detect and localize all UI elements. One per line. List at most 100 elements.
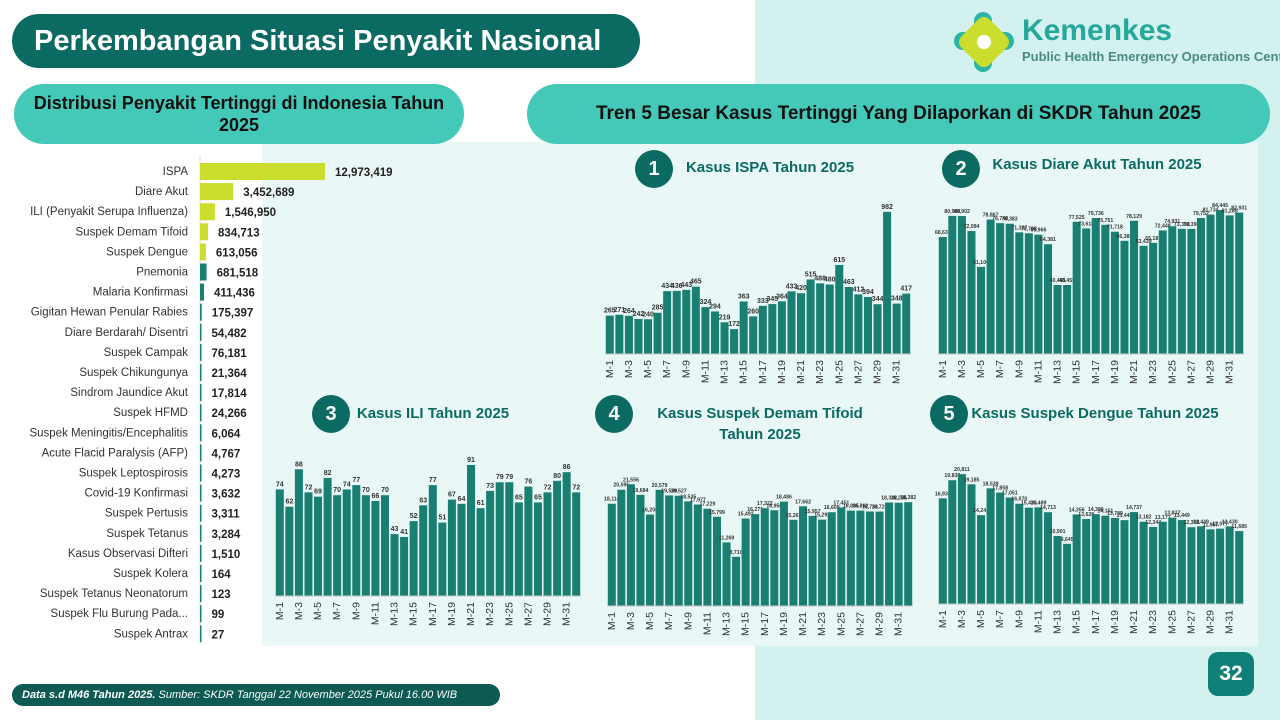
panel-number-badge: 4 (595, 395, 633, 433)
bar (294, 469, 303, 596)
tick-label: M-27 (1185, 610, 1197, 634)
data-label: 294 (709, 303, 721, 310)
bar (323, 477, 332, 596)
bar (1130, 220, 1139, 354)
data-label: 14,151 (1097, 509, 1113, 515)
data-label: 345 (767, 296, 779, 303)
bar (996, 492, 1005, 604)
data-label: 82 (324, 470, 332, 477)
data-label: 16,200 (642, 508, 658, 514)
logo-name: Kemenkes (1022, 14, 1173, 47)
bar (883, 211, 892, 354)
bar (938, 498, 947, 604)
category-label: Suspek HFMD (113, 407, 188, 419)
bar (285, 506, 294, 596)
bar (693, 504, 702, 606)
bar (626, 484, 635, 606)
tick-label: M-13 (719, 360, 731, 384)
tick-label: M-15 (408, 602, 420, 626)
bar (200, 444, 202, 462)
tick-label: M-29 (1205, 610, 1217, 634)
bar (617, 489, 626, 606)
category-label: Suspek Campak (104, 347, 189, 359)
bar (200, 203, 215, 221)
tick-label: M-5 (642, 360, 654, 378)
data-label: 14,396 (1088, 507, 1104, 513)
bar (533, 502, 542, 596)
bar (1139, 245, 1148, 354)
data-label: 18,382 (900, 495, 916, 501)
data-label: 17,977 (690, 497, 706, 503)
value-label: 99 (212, 609, 225, 621)
data-label: 240 (642, 311, 654, 318)
bar (644, 319, 653, 354)
bar (200, 504, 202, 522)
panel-title: Kasus ILI Tahun 2025 (356, 405, 510, 422)
tick-label: M-13 (721, 612, 733, 636)
data-label: 71,718 (1107, 225, 1123, 231)
bar (200, 183, 234, 201)
category-label: Suspek Antrax (114, 628, 188, 640)
data-label: 77 (429, 477, 437, 484)
data-label: 436 (671, 283, 683, 290)
bar (967, 231, 976, 354)
bar (200, 424, 202, 442)
category-label: Covid-19 Konfirmasi (84, 488, 188, 500)
bar (712, 516, 721, 606)
category-label: Suspek Leptospirosis (79, 468, 189, 480)
data-label: 91 (467, 457, 475, 464)
data-label: 417 (900, 286, 912, 293)
bar (1091, 218, 1100, 354)
page-title: Perkembangan Situasi Penyakit Nasional (12, 14, 640, 68)
value-label: 164 (212, 569, 232, 581)
data-label: 72 (572, 484, 580, 491)
data-label: 264 (623, 308, 635, 315)
data-label: 67 (448, 492, 456, 499)
bar (1034, 507, 1043, 604)
bar (1187, 228, 1196, 354)
data-label: 73,390 (1174, 222, 1190, 228)
tick-label: M-29 (1205, 360, 1217, 384)
bar (1235, 212, 1244, 354)
bar (760, 508, 769, 606)
value-label: 17,814 (212, 388, 248, 400)
data-label: 12,449 (1193, 519, 1209, 525)
data-label: 13,628 (1078, 512, 1094, 518)
data-label: 72 (305, 484, 313, 491)
bar (875, 511, 884, 606)
data-label: 77,525 (1069, 215, 1085, 221)
bar (948, 215, 957, 354)
value-label: 21,364 (212, 368, 248, 380)
data-label: 71,337 (1011, 225, 1027, 231)
bar (789, 519, 798, 606)
bar (1005, 497, 1014, 604)
category-label: Suspek Chikungunya (79, 367, 188, 379)
data-label: 65 (515, 494, 523, 501)
data-label: 8,710 (730, 550, 743, 556)
bar (1072, 514, 1081, 604)
tick-label: M-19 (1109, 360, 1121, 384)
bar (200, 223, 209, 241)
data-label: 15,957 (805, 509, 821, 515)
data-label: 76 (525, 479, 533, 486)
bar (562, 472, 571, 596)
tick-label: M-3 (956, 610, 968, 628)
data-label: 16,892 (852, 504, 868, 510)
panel-number-badge: 3 (312, 395, 350, 433)
data-label: 66 (372, 493, 380, 500)
bar (1091, 514, 1100, 604)
bar (1082, 518, 1091, 604)
tick-label: M-3 (956, 360, 968, 378)
data-label: 16,733 (862, 505, 878, 511)
data-label: 73,618 (1078, 221, 1094, 227)
bar (409, 521, 418, 596)
data-label: 18,486 (776, 495, 792, 501)
kemenkes-logo-icon (954, 12, 1014, 72)
bar (200, 484, 202, 502)
data-label: 20,595 (613, 483, 629, 489)
data-label: 18,332 (881, 495, 897, 501)
bar (314, 496, 323, 596)
category-label: Suspek Kolera (113, 568, 188, 580)
data-label: 17,662 (795, 499, 811, 505)
